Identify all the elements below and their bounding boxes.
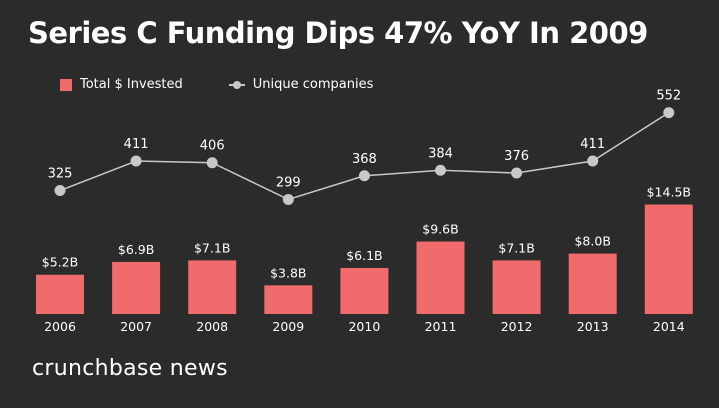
legend-item-total-invested: Total $ Invested bbox=[60, 77, 183, 92]
x-tick-label-2008: 2008 bbox=[196, 319, 228, 334]
bar-label-2014: $14.5B bbox=[647, 185, 691, 200]
legend-label-unique-companies: Unique companies bbox=[252, 77, 374, 92]
bar-2010 bbox=[340, 267, 389, 314]
bar-label-2012: $7.1B bbox=[498, 240, 534, 255]
point-label-2006: 325 bbox=[48, 167, 73, 182]
point-2006 bbox=[54, 185, 66, 197]
bar-2011 bbox=[416, 241, 465, 314]
bar-2006 bbox=[36, 274, 84, 314]
x-tick-label-2011: 2011 bbox=[425, 319, 457, 334]
point-2007 bbox=[130, 155, 142, 167]
x-tick-label-2010: 2010 bbox=[348, 319, 380, 334]
point-2009 bbox=[282, 193, 294, 205]
legend: Total $ Invested Unique companies bbox=[60, 77, 419, 92]
legend-label-total-invested: Total $ Invested bbox=[80, 77, 183, 92]
legend-bar-swatch bbox=[60, 78, 72, 91]
point-2010 bbox=[358, 170, 370, 182]
point-label-2014: 552 bbox=[656, 89, 681, 104]
bar-2009 bbox=[264, 285, 313, 314]
bar-label-2006: $5.2B bbox=[42, 255, 78, 270]
chart-title: Series C Funding Dips 47% YoY In 2009 bbox=[28, 16, 648, 50]
bar-label-2010: $6.1B bbox=[346, 248, 382, 263]
bar-label-2009: $3.8B bbox=[270, 265, 306, 280]
bar-2008 bbox=[188, 260, 237, 314]
bar-2007 bbox=[112, 261, 161, 314]
x-tick-label-2006: 2006 bbox=[44, 319, 76, 334]
point-2013 bbox=[587, 155, 599, 167]
point-2008 bbox=[206, 157, 218, 169]
bar-2013 bbox=[568, 253, 617, 314]
point-label-2009: 299 bbox=[276, 175, 301, 190]
x-tick-label-2013: 2013 bbox=[577, 319, 609, 334]
x-tick-label-2012: 2012 bbox=[501, 319, 533, 334]
point-2014 bbox=[663, 107, 675, 119]
point-label-2013: 411 bbox=[580, 137, 605, 152]
x-tick-label-2009: 2009 bbox=[272, 319, 304, 334]
brand-logo-text: crunchbase news bbox=[32, 356, 228, 381]
bar-label-2011: $9.6B bbox=[422, 222, 458, 237]
point-2011 bbox=[435, 164, 446, 176]
point-label-2007: 411 bbox=[124, 137, 149, 152]
x-tick-label-2007: 2007 bbox=[120, 319, 152, 334]
point-2012 bbox=[511, 167, 523, 179]
legend-item-unique-companies: Unique companies bbox=[228, 77, 374, 92]
legend-line-swatch bbox=[228, 79, 245, 91]
point-label-2011: 384 bbox=[428, 146, 453, 161]
point-label-2012: 376 bbox=[504, 149, 529, 164]
point-label-2010: 368 bbox=[352, 152, 377, 167]
bar-label-2013: $8.0B bbox=[574, 234, 610, 249]
bar-2014 bbox=[644, 204, 693, 314]
bar-2012 bbox=[492, 260, 541, 314]
point-label-2008: 406 bbox=[200, 139, 225, 154]
bar-label-2007: $6.9B bbox=[118, 242, 154, 257]
bar-label-2008: $7.1B bbox=[194, 240, 230, 255]
x-tick-label-2014: 2014 bbox=[653, 319, 685, 334]
